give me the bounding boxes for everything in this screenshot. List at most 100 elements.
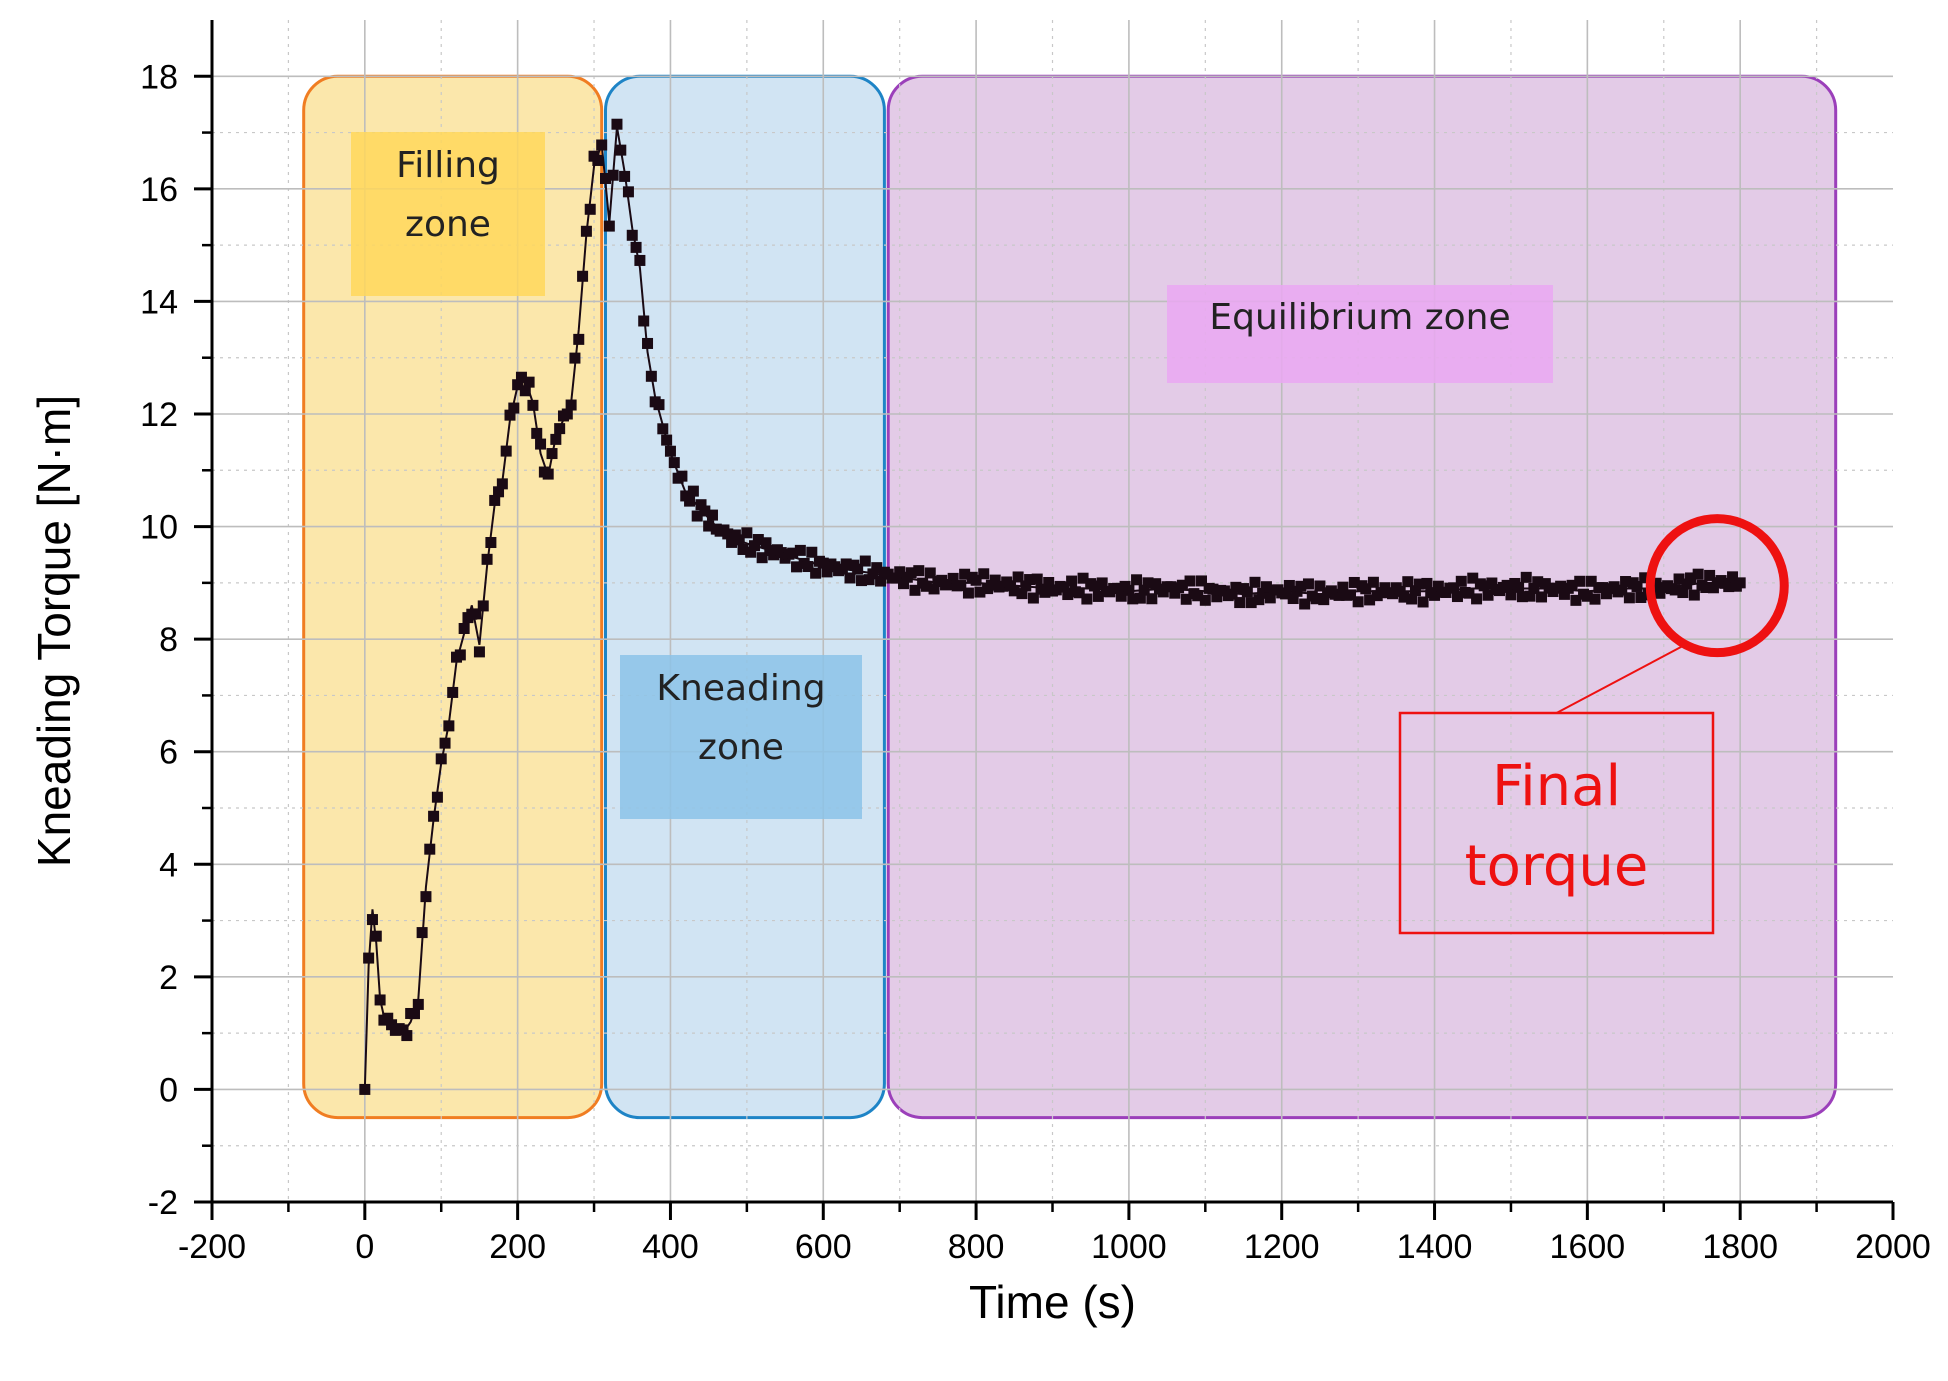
x-tick-label: 2000 — [1855, 1228, 1931, 1266]
data-marker — [1127, 593, 1139, 605]
data-marker — [630, 241, 642, 253]
data-marker — [1585, 575, 1597, 587]
data-marker — [477, 600, 489, 612]
x-tick-label: 600 — [795, 1228, 852, 1266]
data-marker — [1138, 584, 1150, 596]
data-marker — [374, 994, 386, 1006]
data-marker — [1249, 576, 1261, 588]
data-marker — [1570, 594, 1582, 606]
data-marker — [1482, 589, 1494, 601]
data-marker — [527, 399, 539, 411]
data-marker — [1394, 585, 1406, 597]
data-marker — [542, 468, 554, 480]
zone-labels-layer: Filling zone Kneading zone Equilibrium zone — [351, 132, 1553, 819]
data-marker — [806, 546, 818, 558]
zone-label-1-line-1: zone — [698, 727, 784, 768]
data-marker — [924, 567, 936, 579]
data-marker — [741, 527, 753, 539]
data-marker — [676, 470, 688, 482]
data-marker — [561, 408, 573, 420]
data-marker — [657, 423, 669, 435]
data-marker — [1283, 579, 1295, 591]
y-tick-label: 14 — [140, 283, 178, 321]
data-marker — [1207, 583, 1219, 595]
data-marker — [500, 445, 512, 457]
data-marker — [1635, 591, 1647, 603]
data-marker — [1516, 591, 1528, 603]
data-marker — [1211, 591, 1223, 603]
data-marker — [1146, 593, 1158, 605]
data-marker — [794, 544, 806, 556]
data-marker — [577, 270, 589, 282]
data-marker — [1402, 576, 1414, 588]
data-marker — [844, 572, 856, 584]
data-marker — [1574, 575, 1586, 587]
data-marker — [1111, 582, 1123, 594]
data-marker — [733, 534, 745, 546]
y-tick-label: 18 — [140, 58, 178, 96]
data-marker — [1734, 577, 1746, 589]
data-marker — [1654, 587, 1666, 599]
data-marker — [1429, 589, 1441, 601]
x-tick-label: 200 — [489, 1228, 546, 1266]
data-marker — [1131, 574, 1143, 586]
data-marker — [947, 572, 959, 584]
data-marker — [1280, 588, 1292, 600]
data-marker — [1364, 594, 1376, 606]
data-marker — [1180, 593, 1192, 605]
data-marker — [428, 810, 440, 822]
data-marker — [600, 172, 612, 184]
data-marker — [1505, 589, 1517, 601]
data-marker — [443, 720, 455, 732]
data-marker — [496, 478, 508, 490]
data-marker — [1558, 588, 1570, 600]
data-marker — [1581, 590, 1593, 602]
data-marker — [1043, 576, 1055, 588]
data-marker — [420, 891, 432, 903]
data-marker — [622, 186, 634, 198]
final-torque-connector — [1556, 642, 1688, 714]
zone-region-1 — [604, 74, 886, 1120]
data-marker — [611, 118, 623, 130]
data-marker — [504, 409, 516, 421]
data-marker — [1623, 592, 1635, 604]
data-marker — [1501, 579, 1513, 591]
data-marker — [435, 753, 447, 765]
data-marker — [1096, 577, 1108, 589]
series-layer — [359, 118, 1746, 1095]
data-marker — [1184, 575, 1196, 587]
data-marker — [959, 568, 971, 580]
data-marker — [737, 543, 749, 555]
x-tick-label: 1200 — [1244, 1228, 1320, 1266]
data-marker — [855, 575, 867, 587]
data-marker — [485, 537, 497, 549]
x-tick-label: 0 — [355, 1228, 374, 1266]
data-marker — [1451, 591, 1463, 603]
data-marker — [424, 843, 436, 855]
data-marker — [1165, 581, 1177, 593]
data-marker — [565, 399, 577, 411]
data-marker — [481, 553, 493, 565]
data-marker — [1318, 594, 1330, 606]
data-marker — [512, 379, 524, 391]
data-marker — [928, 583, 940, 595]
data-marker — [1027, 592, 1039, 604]
data-marker — [962, 587, 974, 599]
data-marker — [1536, 591, 1548, 603]
data-marker — [1681, 578, 1693, 590]
final-torque-label-line-1: torque — [1465, 834, 1649, 899]
data-marker — [1230, 581, 1242, 593]
data-marker — [1016, 588, 1028, 600]
data-marker — [401, 1030, 413, 1042]
data-marker — [1367, 576, 1379, 588]
data-marker — [1692, 568, 1704, 580]
data-marker — [1723, 581, 1735, 593]
data-marker — [554, 423, 566, 435]
data-marker — [1455, 575, 1467, 587]
data-marker — [1123, 584, 1135, 596]
data-marker — [1467, 572, 1479, 584]
data-marker — [1264, 592, 1276, 604]
data-marker — [1406, 593, 1418, 605]
data-marker — [1650, 577, 1662, 589]
